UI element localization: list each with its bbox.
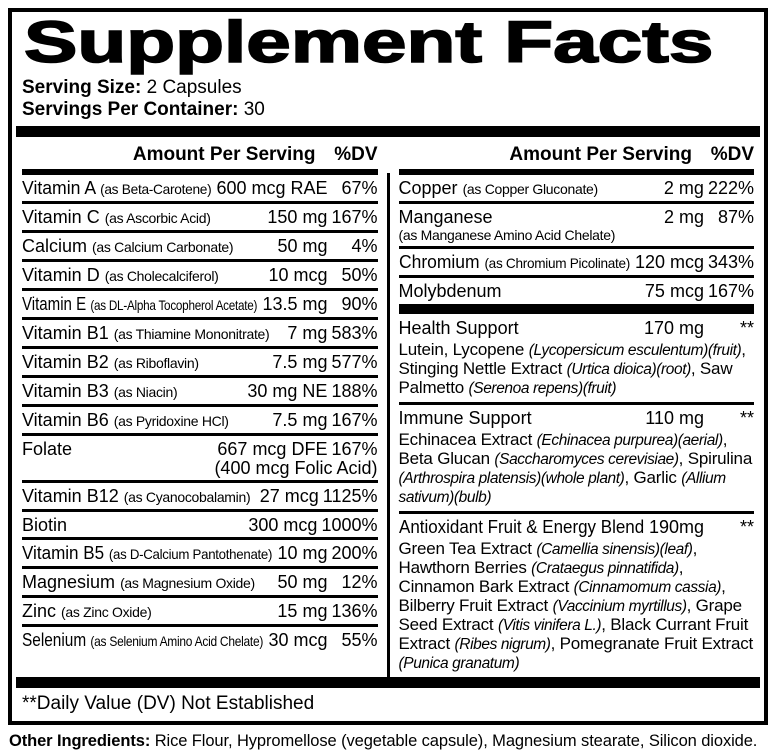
- serving-size-line: Serving Size: 2 Capsules: [22, 77, 242, 98]
- table-row-folate: Folate 667 mcg DFE 167% (400 mcg Folic Aci…: [22, 436, 378, 483]
- dv-header: %DV: [710, 144, 754, 165]
- section-divider-bar: [16, 677, 760, 688]
- table-row: Vitamin B12 (as Cyanocobalamin) 27 mcg 112…: [22, 483, 378, 512]
- table-row: Vitamin D (as Cholecalciferol) 10 mcg 50%: [22, 262, 378, 291]
- left-column: Amount Per Serving %DV Vitamin A (as Bet…: [22, 139, 378, 677]
- nutrient-form: (as Manganese Amino Acid Chelate): [398, 227, 616, 243]
- table-row: Calcium (as Calcium Carbonate) 50 mg 4%: [22, 233, 378, 262]
- table-row: Selenium (as Selenium Amino Acid Chelate…: [22, 630, 378, 650]
- other-ingredients-label: Other Ingredients:: [9, 732, 151, 750]
- table-row: Biotin 300 mcg 1000%: [22, 512, 378, 540]
- dv-header: %DV: [334, 144, 378, 165]
- table-row: Chromium (as Chromium Picolinate) 120 mcg…: [398, 249, 754, 278]
- column-divider: [386, 173, 390, 677]
- right-column-header: Amount Per Serving %DV: [398, 139, 754, 175]
- blend-ingredients: Echinacea Extract (Echinacea purpurea)(a…: [398, 430, 753, 507]
- serving-info: Serving Size: 2 Capsules Servings Per Co…: [22, 77, 754, 121]
- amount-header: Amount Per Serving: [132, 144, 316, 165]
- table-row: Vitamin B6 (as Pyridoxine HCl) 7.5 mg 167%: [22, 407, 378, 436]
- table-row: Vitamin B5 (as D-Calcium Pantothenate) 10…: [22, 540, 378, 569]
- section-divider-bar: [398, 304, 754, 314]
- supplement-facts-panel: Supplement Facts Serving Size: 2 Capsule…: [8, 8, 768, 725]
- section-divider-bar: [16, 126, 760, 137]
- dv-footnote: **Daily Value (DV) Not Established: [22, 693, 315, 714]
- table-row: Copper (as Copper Gluconate) 2 mg 222%: [398, 175, 754, 204]
- blend-section: Health Support 170 mg ** Lutein, Lycopene …: [398, 315, 754, 405]
- amount-header: Amount Per Serving: [509, 144, 692, 165]
- right-column: Amount Per Serving %DV Copper (as Copper…: [398, 139, 755, 677]
- table-row: Vitamin B1 (as Thiamine Mononitrate) 7 mg…: [22, 320, 378, 349]
- table-row: Vitamin E (as DL-Alpha Tocopherol Acetat…: [22, 291, 378, 320]
- table-row: Vitamin C (as Ascorbic Acid) 150 mg 167%: [22, 204, 378, 233]
- amount-note: (400 mcg Folic Acid): [214, 458, 378, 478]
- servings-per-container-line: Servings Per Container: 30: [22, 99, 265, 120]
- left-column-header: Amount Per Serving %DV: [22, 139, 378, 175]
- blend-ingredients: Green Tea Extract (Camellia sinensis)(le…: [398, 539, 754, 673]
- table-row: Vitamin A (as Beta-Carotene) 600 mcg RAE 6…: [22, 175, 378, 204]
- table-row: Magnesium (as Magnesium Oxide) 50 mg 12%: [22, 569, 378, 598]
- table-row-manganese: Manganese 2 mg 87% (as Manganese Amino Aci…: [398, 204, 754, 249]
- panel-title: Supplement Facts: [23, 10, 715, 75]
- other-ingredients: Other Ingredients: Rice Flour, Hypromell…: [9, 732, 758, 750]
- blend-section: Antioxidant Fruit & Energy Blend 190mg ** …: [398, 517, 755, 673]
- table-row: Zinc (as Zinc Oxide) 15 mg 136%: [22, 598, 378, 627]
- table-row: Vitamin B2 (as Riboflavin) 7.5 mg 577%: [22, 349, 378, 378]
- blend-section: Immune Support 110 mg ** Echinacea Extract…: [398, 405, 754, 514]
- table-row: Vitamin B3 (as Niacin) 30 mg NE 188%: [22, 378, 378, 407]
- blend-ingredients: Lutein, Lycopene (Lycopersicum esculentu…: [398, 340, 747, 398]
- table-row: Molybdenum 75 mcg 167%: [398, 281, 755, 301]
- nutrient-columns: Amount Per Serving %DV Vitamin A (as Bet…: [22, 139, 754, 677]
